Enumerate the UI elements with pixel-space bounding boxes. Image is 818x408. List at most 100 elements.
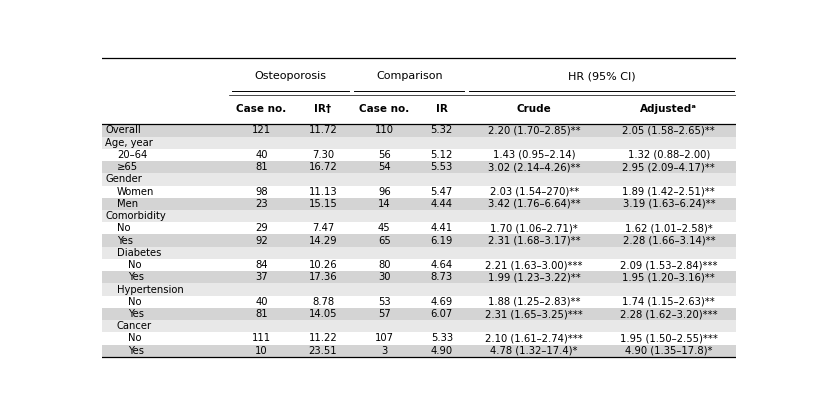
Text: 1.32 (0.88–2.00): 1.32 (0.88–2.00)	[627, 150, 710, 160]
Text: 98: 98	[255, 186, 267, 197]
Text: 2.31 (1.65–3.25)***: 2.31 (1.65–3.25)***	[485, 309, 583, 319]
Text: 1.70 (1.06–2.71)*: 1.70 (1.06–2.71)*	[490, 223, 578, 233]
Text: 5.53: 5.53	[431, 162, 453, 172]
Text: 111: 111	[252, 333, 271, 344]
Text: Women: Women	[117, 186, 155, 197]
Text: 54: 54	[378, 162, 391, 172]
Text: No: No	[128, 260, 142, 270]
Text: 40: 40	[255, 297, 267, 307]
Text: 107: 107	[375, 333, 393, 344]
Text: 2.28 (1.66–3.14)**: 2.28 (1.66–3.14)**	[622, 235, 715, 246]
Bar	[102, 124, 736, 137]
Text: 2.10 (1.61–2.74)***: 2.10 (1.61–2.74)***	[485, 333, 583, 344]
Text: IR: IR	[436, 104, 447, 114]
Text: 4.41: 4.41	[431, 223, 453, 233]
Text: 65: 65	[378, 235, 391, 246]
Text: 4.69: 4.69	[431, 297, 453, 307]
Text: Men: Men	[117, 199, 138, 209]
Text: 1.95 (1.20–3.16)**: 1.95 (1.20–3.16)**	[622, 272, 715, 282]
Text: 92: 92	[255, 235, 268, 246]
Text: 4.78 (1.32–17.4)*: 4.78 (1.32–17.4)*	[490, 346, 578, 356]
Text: 53: 53	[378, 297, 391, 307]
Text: Yes: Yes	[128, 309, 144, 319]
Text: 1.74 (1.15–2.63)**: 1.74 (1.15–2.63)**	[622, 297, 715, 307]
Text: 57: 57	[378, 309, 391, 319]
Text: 10: 10	[255, 346, 267, 356]
Text: Overall: Overall	[106, 126, 142, 135]
Text: 16.72: 16.72	[308, 162, 337, 172]
Text: 29: 29	[255, 223, 268, 233]
Text: Comparison: Comparison	[376, 71, 443, 82]
Text: No: No	[128, 333, 142, 344]
Text: No: No	[128, 297, 142, 307]
Text: 2.09 (1.53–2.84)***: 2.09 (1.53–2.84)***	[620, 260, 717, 270]
Text: Age, year: Age, year	[106, 138, 153, 148]
Text: 84: 84	[255, 260, 267, 270]
Text: 6.19: 6.19	[430, 235, 453, 246]
Bar	[102, 173, 736, 186]
Text: 81: 81	[255, 309, 267, 319]
Text: 11.22: 11.22	[308, 333, 337, 344]
Bar	[102, 308, 736, 320]
Text: 1.43 (0.95–2.14): 1.43 (0.95–2.14)	[493, 150, 575, 160]
Text: 56: 56	[378, 150, 391, 160]
Text: 5.12: 5.12	[430, 150, 453, 160]
Text: 45: 45	[378, 223, 391, 233]
Text: 30: 30	[378, 272, 391, 282]
Text: 11.13: 11.13	[308, 186, 337, 197]
Text: 10.26: 10.26	[308, 260, 337, 270]
Text: 5.33: 5.33	[431, 333, 453, 344]
Text: 40: 40	[255, 150, 267, 160]
Text: 4.64: 4.64	[431, 260, 453, 270]
Bar	[102, 198, 736, 210]
Text: ≥65: ≥65	[117, 162, 138, 172]
Text: 3: 3	[381, 346, 388, 356]
Text: 17.36: 17.36	[308, 272, 337, 282]
Text: Adjustedᵃ: Adjustedᵃ	[640, 104, 697, 114]
Text: Yes: Yes	[128, 272, 144, 282]
Text: Case no.: Case no.	[359, 104, 410, 114]
Text: 37: 37	[255, 272, 267, 282]
Text: No: No	[117, 223, 130, 233]
Text: 23.51: 23.51	[308, 346, 337, 356]
Text: 1.62 (1.01–2.58)*: 1.62 (1.01–2.58)*	[625, 223, 712, 233]
Text: 5.32: 5.32	[431, 126, 453, 135]
Text: 20–64: 20–64	[117, 150, 147, 160]
Text: 7.30: 7.30	[312, 150, 334, 160]
Text: 2.31 (1.68–3.17)**: 2.31 (1.68–3.17)**	[488, 235, 581, 246]
Bar	[102, 247, 736, 259]
Text: 14.29: 14.29	[308, 235, 337, 246]
Text: 3.42 (1.76–6.64)**: 3.42 (1.76–6.64)**	[488, 199, 581, 209]
Bar	[102, 161, 736, 173]
Text: 6.07: 6.07	[431, 309, 453, 319]
Text: 2.95 (2.09–4.17)**: 2.95 (2.09–4.17)**	[622, 162, 715, 172]
Text: Hypertension: Hypertension	[117, 284, 183, 295]
Text: 4.44: 4.44	[431, 199, 453, 209]
Text: 2.03 (1.54–270)**: 2.03 (1.54–270)**	[489, 186, 579, 197]
Text: 3.02 (2.14–4.26)**: 3.02 (2.14–4.26)**	[488, 162, 581, 172]
Text: 2.21 (1.63–3.00)***: 2.21 (1.63–3.00)***	[485, 260, 583, 270]
Text: 96: 96	[378, 186, 391, 197]
Bar	[102, 284, 736, 296]
Text: 121: 121	[252, 126, 271, 135]
Text: 2.28 (1.62–3.20)***: 2.28 (1.62–3.20)***	[620, 309, 717, 319]
Text: 3.19 (1.63–6.24)**: 3.19 (1.63–6.24)**	[622, 199, 715, 209]
Text: 11.72: 11.72	[308, 126, 337, 135]
Bar	[102, 345, 736, 357]
Text: IR†: IR†	[314, 104, 331, 114]
Text: 1.89 (1.42–2.51)**: 1.89 (1.42–2.51)**	[622, 186, 715, 197]
Text: 80: 80	[378, 260, 391, 270]
Text: 5.47: 5.47	[431, 186, 453, 197]
Text: 14.05: 14.05	[308, 309, 337, 319]
Text: 110: 110	[375, 126, 393, 135]
Bar	[102, 235, 736, 247]
Bar	[102, 210, 736, 222]
Text: Crude: Crude	[517, 104, 551, 114]
Text: Gender: Gender	[106, 174, 142, 184]
Bar	[102, 137, 736, 149]
Text: 4.90 (1.35–17.8)*: 4.90 (1.35–17.8)*	[625, 346, 712, 356]
Text: Case no.: Case no.	[236, 104, 286, 114]
Text: Osteoporosis: Osteoporosis	[254, 71, 326, 82]
Text: 15.15: 15.15	[308, 199, 337, 209]
Text: Cancer: Cancer	[117, 321, 152, 331]
